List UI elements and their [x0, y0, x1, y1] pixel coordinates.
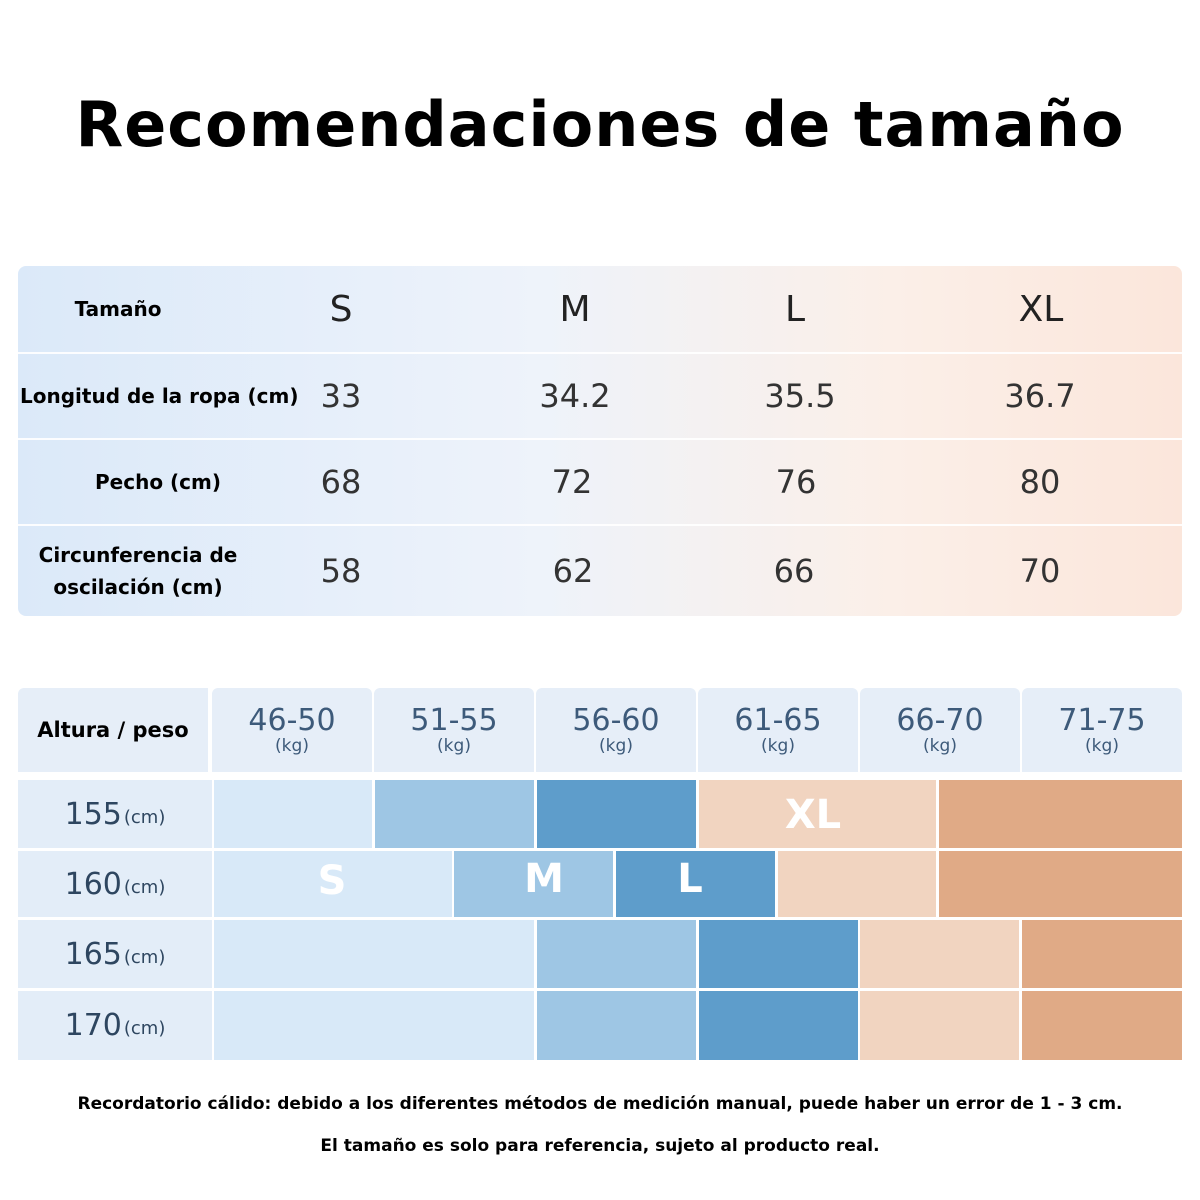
measurement-note: Recordatorio cálido: debido a los difere… [77, 1094, 1123, 1114]
size-s-block [214, 780, 372, 848]
weight-column-header: 66-70 (kg) [860, 688, 1020, 772]
weight-column-header: 56-60 (kg) [536, 688, 696, 772]
height-row-label: 155 (cm) [18, 780, 212, 848]
table-cell: 34.2 [539, 377, 611, 415]
weight-column-header: 46-50 (kg) [212, 688, 372, 772]
size-measurement-table: Tamaño S M L XL Longitud de la ropa (cm)… [18, 266, 1182, 616]
size-s-block [214, 991, 534, 1060]
weight-column-header: 51-55 (kg) [374, 688, 534, 772]
row-divider [18, 438, 1182, 440]
weight-unit: (kg) [761, 735, 795, 756]
weight-range: 46-50 [248, 702, 336, 738]
table-cell: 58 [320, 552, 362, 590]
height-row-label: 165 (cm) [18, 920, 212, 988]
table-cell: 62 [552, 552, 594, 590]
size-header-label: Tamaño [74, 297, 162, 321]
height-unit: (cm) [123, 1018, 166, 1039]
table-cell: 80 [1019, 463, 1061, 501]
table-cell: 36.7 [1004, 377, 1076, 415]
size-s-header: S [329, 288, 353, 330]
weight-unit: (kg) [275, 735, 309, 756]
size-l-block [616, 851, 775, 917]
height-value: 170 [64, 1008, 122, 1043]
height-unit: (cm) [123, 806, 166, 828]
size-xl-dark-block [939, 851, 1182, 917]
weight-unit: (kg) [437, 735, 471, 756]
weight-range: 66-70 [896, 702, 984, 738]
size-xl-dark-block [1022, 991, 1182, 1060]
size-xl-block [860, 920, 1019, 988]
row-divider [18, 352, 1182, 354]
size-m-letter: M [524, 856, 564, 902]
size-s-block [214, 920, 534, 988]
weight-range: 56-60 [572, 702, 660, 738]
size-m-header: M [559, 288, 591, 330]
table-cell: 66 [773, 552, 815, 590]
table-cell: 68 [320, 463, 362, 501]
size-l-header: L [784, 288, 806, 330]
size-s-block [214, 851, 452, 917]
size-xl-dark-block [939, 780, 1182, 848]
size-xl-letter: XL [784, 792, 842, 838]
table-cell: 72 [551, 463, 593, 501]
size-m-block [454, 851, 613, 917]
size-xl-block [699, 780, 936, 848]
height-unit: (cm) [123, 946, 166, 968]
height-value: 155 [64, 796, 122, 832]
table-header-row: Tamaño S M L XL [18, 266, 1182, 352]
height-row-label: 160 (cm) [18, 851, 212, 917]
table-cell: 35.5 [764, 377, 836, 415]
row-label-line: oscilación (cm) [53, 575, 223, 599]
size-l-block [699, 920, 858, 988]
size-m-block [537, 920, 696, 988]
row-label-line: Circunferencia de [38, 543, 238, 567]
size-xl-block [860, 991, 1019, 1060]
row-label-armhole: Circunferencia de oscilación (cm) [18, 526, 258, 616]
weight-range: 71-75 [1058, 702, 1146, 738]
height-row-label: 170 (cm) [18, 991, 212, 1060]
size-m-block [375, 780, 534, 848]
reference-note: El tamaño es solo para referencia, sujet… [320, 1136, 880, 1156]
height-value: 160 [64, 866, 122, 902]
size-m-block [537, 991, 696, 1060]
size-s-letter: S [317, 858, 347, 904]
weight-column-header: 61-65 (kg) [698, 688, 858, 772]
row-divider [18, 524, 1182, 526]
grid-corner-label: Altura / peso [18, 688, 208, 772]
size-l-block [699, 991, 858, 1060]
size-xl-header: XL [1018, 288, 1064, 330]
height-unit: (cm) [123, 876, 166, 898]
table-cell: 33 [320, 377, 362, 415]
size-xl-block [778, 851, 936, 917]
height-weight-size-grid: Altura / peso 46-50 (kg) 51-55 (kg) 56-6… [18, 688, 1182, 1060]
table-row: Longitud de la ropa (cm) 33 34.2 35.5 36… [18, 354, 1182, 438]
row-label-length: Longitud de la ropa (cm) [20, 384, 299, 408]
size-xl-dark-block [1022, 920, 1182, 988]
table-row: Pecho (cm) 68 72 76 80 [18, 440, 1182, 524]
size-l-block [537, 780, 696, 848]
weight-range: 61-65 [734, 702, 822, 738]
weight-range: 51-55 [410, 702, 498, 738]
table-row: Circunferencia de oscilación (cm) 58 62 … [18, 526, 1182, 616]
row-label-chest: Pecho (cm) [95, 470, 221, 494]
size-l-letter: L [677, 856, 703, 902]
table-cell: 70 [1019, 552, 1061, 590]
height-value: 165 [64, 936, 122, 972]
weight-unit: (kg) [1085, 735, 1119, 756]
weight-unit: (kg) [923, 735, 957, 756]
weight-unit: (kg) [599, 735, 633, 756]
weight-column-header: 71-75 (kg) [1022, 688, 1182, 772]
page-title: Recomendaciones de tamaño [75, 88, 1125, 161]
table-cell: 76 [775, 463, 817, 501]
